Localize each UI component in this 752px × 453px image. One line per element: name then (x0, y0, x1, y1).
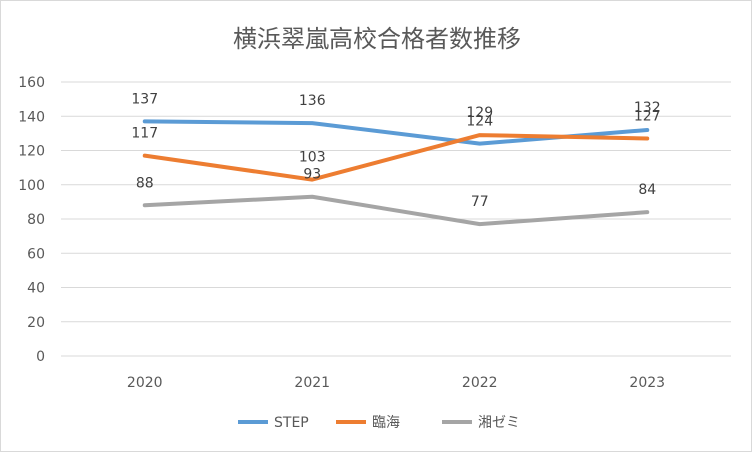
series-lines (142, 119, 650, 227)
data-labels: 137 136 124 132 117 103 129 127 88 93 77 84 (131, 91, 660, 210)
legend-item-1: 臨海 (336, 415, 400, 431)
y-tick-label: 80 (27, 212, 45, 228)
data-label: 84 (638, 182, 656, 198)
y-tick-label: 100 (18, 178, 45, 194)
data-label: 127 (634, 109, 661, 125)
y-tick-label: 0 (36, 349, 45, 365)
data-label: 124 (466, 114, 493, 130)
series-line-0 (142, 119, 650, 146)
legend-label: 臨海 (372, 415, 400, 431)
data-label: 129 (466, 105, 493, 121)
data-label: 117 (131, 126, 158, 142)
y-tick-label: 140 (18, 109, 45, 125)
data-label: 93 (303, 167, 321, 183)
data-label: 136 (299, 93, 326, 109)
series-line-2 (142, 194, 650, 227)
y-tick-label: 20 (27, 315, 45, 331)
x-tick-label: 2020 (127, 375, 163, 391)
y-axis-ticks: 0 20 40 60 80 100 120 140 160 (18, 75, 45, 365)
gridlines (61, 81, 731, 357)
x-tick-label: 2022 (462, 375, 498, 391)
series-line-1 (142, 133, 650, 182)
chart-title: 横浜翠嵐高校合格者数推移 (233, 25, 521, 53)
y-tick-label: 160 (18, 75, 45, 91)
data-label: 77 (471, 194, 489, 210)
y-tick-label: 40 (27, 281, 45, 297)
y-tick-label: 120 (18, 144, 45, 160)
x-tick-label: 2021 (294, 375, 330, 391)
legend-label: STEP (274, 415, 309, 431)
y-tick-label: 60 (27, 246, 45, 262)
x-tick-label: 2023 (629, 375, 665, 391)
data-label: 132 (634, 100, 661, 116)
legend-item-2: 湘ゼミ (442, 415, 520, 431)
data-label: 137 (131, 91, 158, 107)
data-label: 88 (136, 175, 154, 191)
legend: STEP 臨海 湘ゼミ (238, 415, 520, 431)
legend-label: 湘ゼミ (478, 415, 520, 431)
x-axis-ticks: 2020 2021 2022 2023 (127, 375, 665, 391)
data-label: 103 (299, 150, 326, 166)
legend-item-0: STEP (238, 415, 309, 431)
